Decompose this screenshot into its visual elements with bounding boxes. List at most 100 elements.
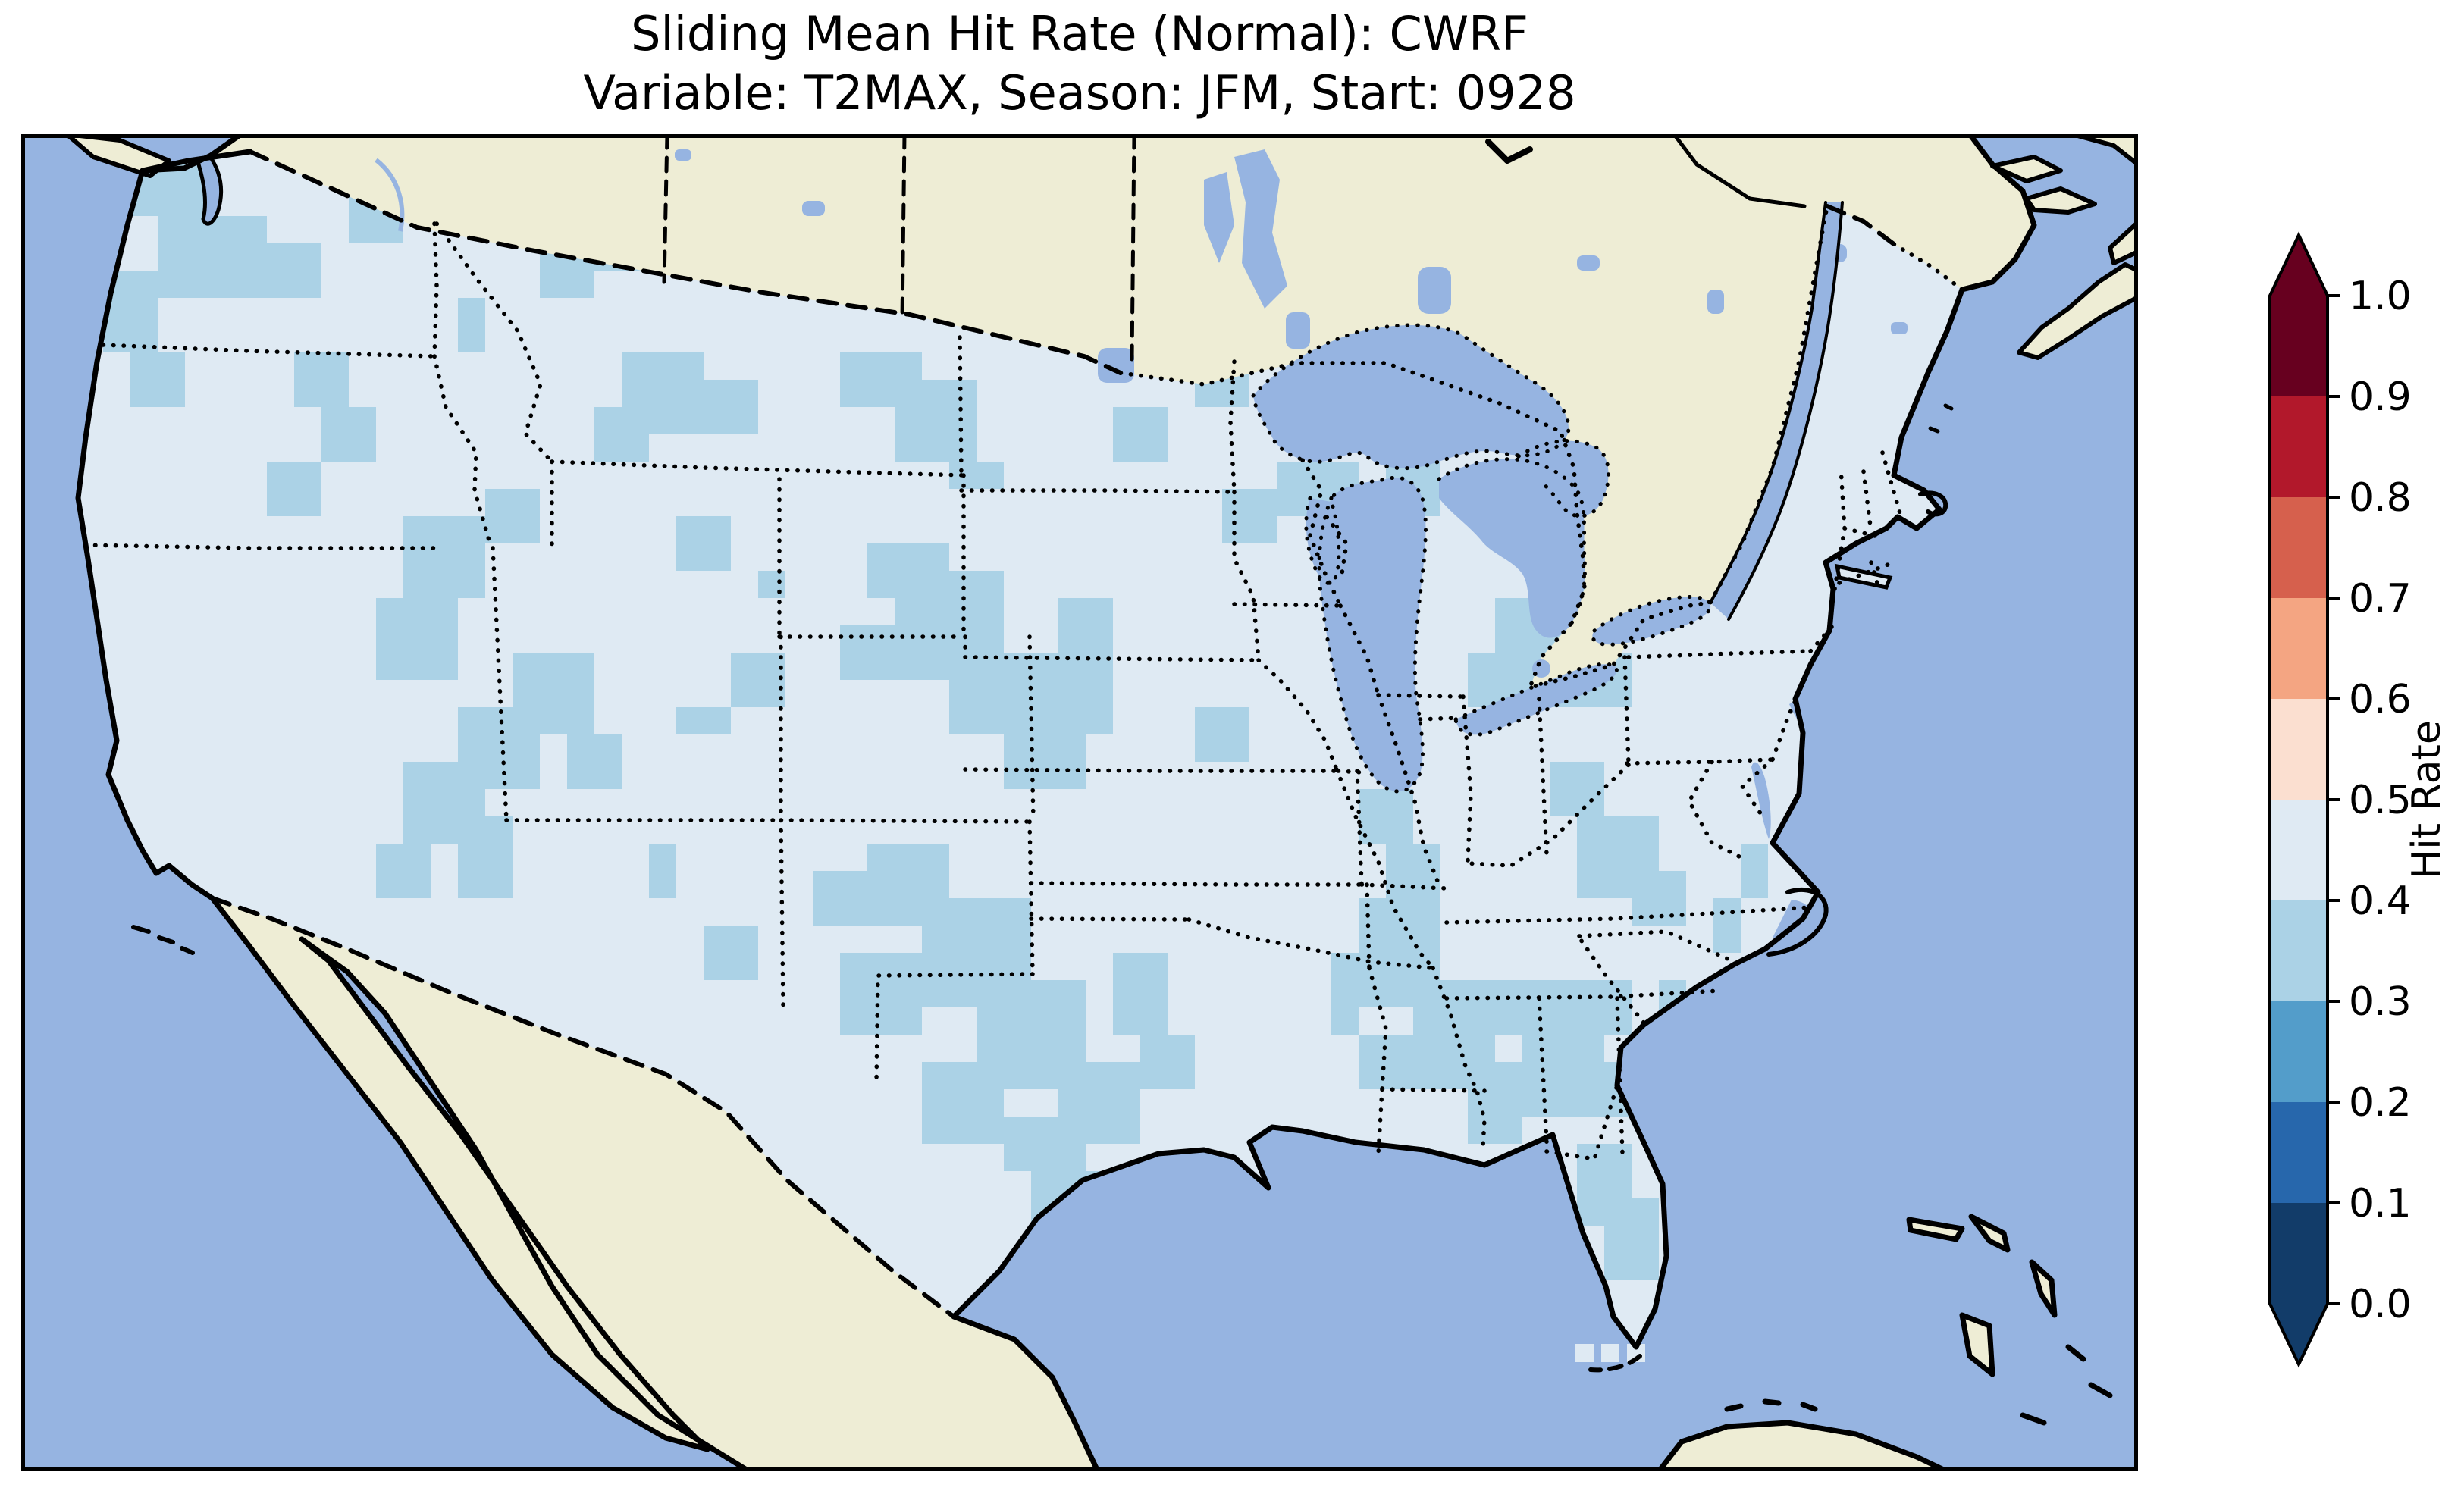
us-mexico-border: [210, 896, 956, 1319]
hit-rate-cell-cluster: [1004, 734, 1086, 789]
hit-rate-cell-cluster: [485, 489, 540, 543]
colorbar-segment-0.5-0.6: [2270, 699, 2328, 800]
cuba-cays: [1724, 1398, 1818, 1412]
colorbar-axis-label: Hit Rate: [2404, 720, 2450, 879]
colorbar-tick-label: 0.7: [2349, 576, 2412, 622]
canada-lake-2: [675, 149, 691, 161]
colorbar-segment-0.6-0.7: [2270, 598, 2328, 700]
ottawa-river-line: [1672, 134, 1807, 208]
hit-rate-cell-cluster: [294, 352, 349, 407]
vancouver-island: [67, 134, 169, 176]
colorbar-tick-label: 0.3: [2349, 979, 2412, 1025]
lake-michigan: [1319, 478, 1426, 791]
st-lawrence-river: [1710, 202, 1842, 619]
state-borders: [83, 221, 1902, 1161]
hit-rate-cell-cluster: [949, 462, 1004, 489]
figure-title: Sliding Mean Hit Rate (Normal): CWRF Var…: [21, 5, 2138, 123]
hit-rate-cell-cluster: [758, 571, 785, 598]
lake-huron: [1439, 459, 1585, 638]
hit-rate-cell-keys: [1601, 1344, 1619, 1362]
pamlico-sound: [1773, 900, 1813, 939]
anticosti-outline: [1990, 155, 2063, 183]
colorbar-tick-label: 0.4: [2349, 879, 2412, 924]
hit-rate-cell-cluster: [1522, 1035, 1577, 1117]
colorbar-segment-0.4-0.5: [2270, 800, 2328, 901]
canada-lake-6: [1891, 322, 1908, 334]
hit-rate-cell-cluster: [922, 1062, 1004, 1144]
bahamas-outlines: [1906, 1214, 2113, 1426]
hit-rate-cell-cluster: [1195, 707, 1249, 762]
cuba-outline: [1656, 1420, 1950, 1471]
maine-islets: [1928, 403, 1954, 434]
hit-rate-cell-cluster: [1359, 789, 1413, 844]
nova-scotia-outline: [2017, 262, 2138, 360]
puget-sound: [199, 155, 221, 224]
hit-rate-cell-cluster: [895, 380, 977, 462]
coastlines: [64, 134, 2138, 1471]
hit-rate-cell-cluster: [240, 243, 321, 298]
colorbar-tick-label: 0.2: [2349, 1080, 2412, 1126]
canada-lake-1: [802, 201, 825, 216]
colorbar-tick-label: 1.0: [2349, 274, 2412, 319]
hit-rate-cell-cluster: [567, 734, 622, 789]
colorbar-tick-label: 0.0: [2349, 1282, 2412, 1327]
title-line-2: Variable: T2MAX, Season: JFM, Start: 092…: [583, 65, 1576, 121]
cuba: [1659, 1423, 1947, 1471]
hit-rate-cell-cluster: [949, 653, 1031, 734]
us-hit-rate-map: [21, 134, 2138, 1471]
colorbar-ticks: 1.0 0.9 0.8 0.7 0.6 0.5 0.4 0.3 0.2 0.1 0.0: [2328, 274, 2412, 1327]
hit-rate-cell-cluster: [676, 516, 731, 571]
hit-rate-cell-cluster: [1359, 1035, 1413, 1089]
puget-sound-outline: [196, 153, 224, 226]
canada-lake-3: [1577, 255, 1600, 271]
colorbar-over-arrow: [2270, 235, 2328, 296]
bc-coast: [140, 134, 244, 174]
cape-breton-outline: [2108, 221, 2138, 265]
province-borders: [662, 134, 1136, 362]
us-canada-border: [248, 149, 1896, 375]
hit-rate-cell-cluster: [458, 816, 513, 898]
green-bay: [1306, 498, 1339, 584]
colorbar-tick-label: 0.6: [2349, 677, 2412, 722]
hit-rate-cell-cluster: [376, 598, 458, 680]
nova-scotia: [2019, 265, 2138, 358]
hit-rate-cell-cluster: [1058, 598, 1113, 653]
florida-keys: [1588, 1354, 1642, 1373]
hit-rate-cell-keys: [1575, 1344, 1594, 1362]
lake-of-the-woods: [1098, 348, 1134, 383]
lake-superior: [1253, 324, 1569, 468]
lake-winnipegosis: [1204, 172, 1234, 263]
hit-rate-cell-cluster: [1604, 1198, 1659, 1280]
colorbar-segment-0.3-0.4: [2270, 900, 2328, 1002]
hudson-bay-mark: [1485, 139, 1533, 164]
pacific-coast: [75, 149, 253, 901]
colorbar-segment-0.1-0.2: [2270, 1102, 2328, 1204]
baja-mexico-coast: [209, 895, 752, 1471]
colorbar-segment-0.0-0.1: [2270, 1203, 2328, 1305]
hit-rate-cell-cluster: [1140, 1035, 1195, 1089]
hit-rate-cell-cluster: [704, 926, 758, 980]
colorbar-segment-0.8-0.9: [2270, 396, 2328, 498]
hit-rate-cell-cluster: [376, 844, 431, 898]
map-frame: [21, 134, 2138, 1471]
hit-rate-cell-cluster: [130, 352, 185, 407]
hit-rate-cell-cluster: [1468, 1062, 1522, 1144]
hit-rate-cell-cluster: [267, 462, 321, 516]
newfoundland: [2072, 134, 2138, 164]
colorbar-tick-label: 0.5: [2349, 778, 2412, 823]
hit-rate-cell-cluster: [403, 516, 485, 598]
hit-rate-cell-cluster: [840, 625, 895, 680]
hit-rate-cell-cluster: [649, 844, 676, 898]
vancouver-island-outline: [64, 134, 171, 178]
colorbar-segment-0.7-0.8: [2270, 497, 2328, 599]
hit-rate-cell-cluster: [840, 953, 922, 1035]
colorbar-tick-label: 0.9: [2349, 374, 2412, 420]
canada-lake-4: [1707, 290, 1724, 314]
hit-rate-cell-cluster: [1004, 1117, 1086, 1171]
hit-rate-colorbar: 1.0 0.9 0.8 0.7 0.6 0.5 0.4 0.3 0.2 0.1 0.0 Hit Ra…: [2268, 231, 2450, 1368]
colorbar-under-arrow: [2270, 1304, 2328, 1364]
colorbar-segment-0.2-0.3: [2270, 1001, 2328, 1103]
st-lawrence-banks: [1709, 201, 1844, 621]
lake-nipigon: [1418, 267, 1451, 314]
